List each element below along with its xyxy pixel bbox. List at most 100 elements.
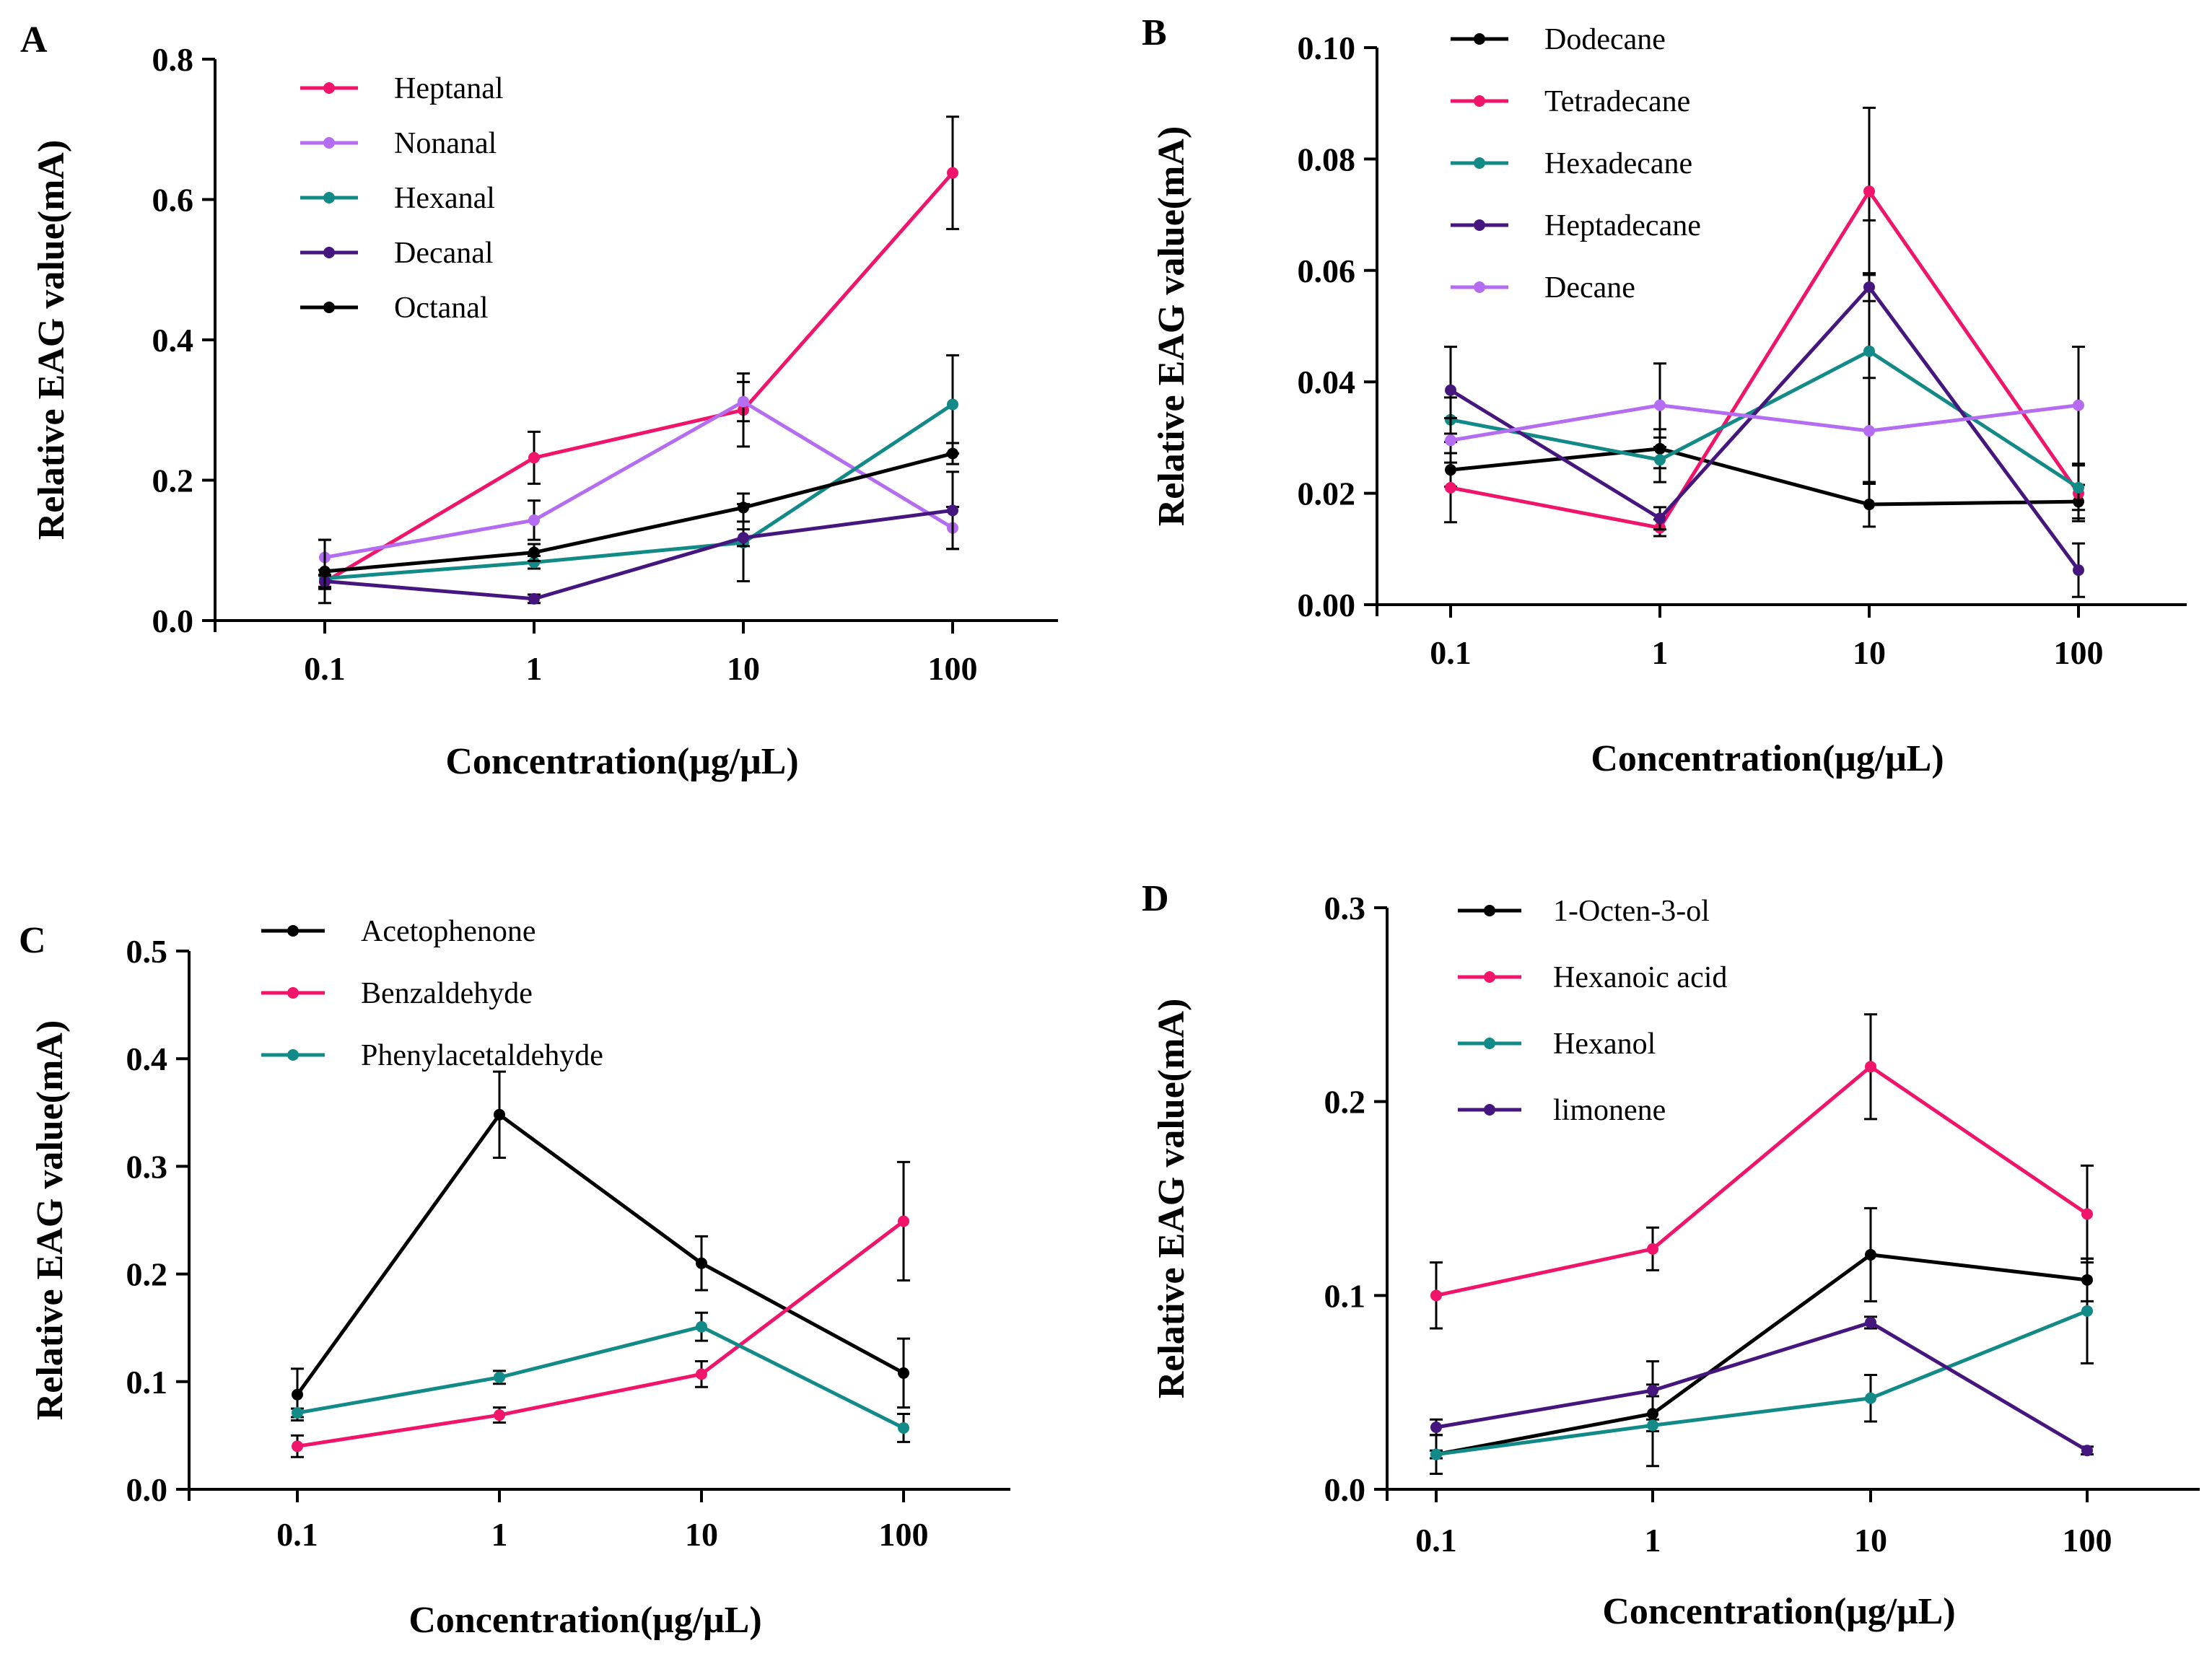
data-point: [528, 546, 540, 558]
series-line: [1435, 1320, 2089, 1453]
series-line: [1435, 1253, 2088, 1457]
legend-marker: [323, 302, 335, 313]
series-line: [1450, 403, 2079, 442]
y-tick-label: 0.4: [126, 1041, 168, 1077]
x-tick-label: 10: [1853, 634, 1886, 671]
data-point: [292, 1440, 303, 1453]
legend: 1-Octen-3-ol Hexanoic acid Hexanol limonene: [1458, 895, 1727, 1127]
x-tick-label: 0.1: [1430, 634, 1472, 671]
legend-label: Acetophenone: [361, 915, 536, 948]
y-tick-label: 0.0: [152, 603, 194, 639]
data-point: [947, 504, 958, 517]
data-point: [2081, 1445, 2093, 1457]
data-point: [738, 532, 749, 544]
panel-letter: D: [1142, 878, 1169, 919]
panel-letter: A: [20, 19, 48, 61]
series-line: [297, 1219, 905, 1448]
y-tick-label: 0.2: [1324, 1084, 1366, 1121]
series-tetradecane: [1444, 106, 2085, 538]
series-limonene: [1430, 1315, 2094, 1457]
legend: Heptanal Nonanal Hexanal Decanal Octanal: [300, 72, 504, 325]
series-line: [324, 452, 953, 574]
data-point: [528, 514, 540, 526]
data-point: [1445, 384, 1456, 396]
legend-item: Hexanol: [1458, 1028, 1656, 1061]
series-octanal: [318, 442, 959, 605]
y-axis-title: Relative EAG value(mA): [30, 1020, 71, 1421]
data-point: [1863, 281, 1875, 293]
series-acetophenone: [291, 1070, 910, 1422]
data-point: [1863, 499, 1875, 511]
legend-label: Phenylacetaldehyde: [361, 1039, 603, 1072]
data-point: [898, 1215, 909, 1227]
series-line: [1450, 189, 2081, 530]
data-point: [1430, 1289, 1442, 1302]
legend-marker: [287, 987, 299, 999]
y-tick-label: 0.0: [126, 1471, 168, 1508]
series-phenylacetaldehyde: [291, 1311, 910, 1443]
legend-label: Decane: [1544, 271, 1635, 305]
series-heptadecane: [1444, 272, 2085, 598]
data-point: [494, 1108, 505, 1121]
y-tick-label: 0.6: [152, 182, 194, 219]
legend-marker: [323, 137, 335, 149]
x-tick-label: 1: [491, 1516, 508, 1553]
data-point: [1430, 1448, 1442, 1460]
series-hexanal: [318, 354, 959, 588]
legend-marker: [1474, 281, 1485, 293]
data-point: [947, 447, 958, 460]
series-hexanol: [1430, 1257, 2094, 1460]
y-tick-label: 0.1: [126, 1364, 168, 1401]
data-point: [494, 1371, 505, 1383]
panel-b: B 0.00 0.02 0.04 0.06 0.08 0.10 0.1 1 10 100 Concen…: [1142, 12, 2187, 779]
data-point: [2073, 399, 2084, 411]
y-axis-title: Relative EAG value(mA): [31, 140, 72, 540]
data-point: [1654, 454, 1666, 466]
x-tick-label: 100: [2063, 1522, 2112, 1559]
data-point: [292, 1388, 303, 1401]
legend-marker: [1484, 971, 1495, 983]
y-tick-label: 0.2: [126, 1256, 168, 1293]
legend-item: Acetophenone: [261, 915, 536, 948]
y-tick-label: 0.1: [1324, 1277, 1366, 1314]
legend-marker: [1484, 1104, 1495, 1116]
legend-item: limonene: [1458, 1094, 1666, 1127]
data-point: [1647, 1419, 1658, 1432]
data-point: [1430, 1421, 1442, 1434]
data-point: [1445, 481, 1456, 494]
legend-label: Heptanal: [394, 72, 504, 105]
legend-marker: [323, 247, 335, 258]
legend-marker: [287, 1049, 299, 1061]
legend-item: Tetradecane: [1451, 85, 1690, 118]
y-tick-label: 0.3: [1324, 890, 1366, 926]
legend-item: Benzaldehyde: [261, 977, 533, 1010]
panel-d: D 0.0 0.1 0.2 0.3 0.1 1 10 100 Concentration(μg/μ…: [1142, 878, 2200, 1632]
legend-label: Nonanal: [394, 127, 497, 160]
legend-item: Nonanal: [300, 127, 497, 160]
data-point: [696, 1320, 707, 1333]
y-tick-label: 0.00: [1298, 587, 1356, 623]
series-line: [1449, 285, 2081, 571]
legend-item: Heptadecane: [1451, 209, 1701, 242]
data-point: [738, 501, 749, 514]
x-tick-label: 10: [1854, 1522, 1887, 1559]
series-line: [323, 171, 954, 584]
panel-letter: B: [1142, 12, 1167, 53]
data-point: [1654, 399, 1666, 411]
y-tick-label: 0.10: [1298, 30, 1356, 66]
data-point: [696, 1257, 707, 1269]
x-axis-title: Concentration(μg/μL): [445, 741, 798, 782]
data-point: [292, 1407, 303, 1419]
data-point: [1647, 1408, 1658, 1420]
legend-item: Hexanal: [300, 182, 495, 215]
legend-item: Hexadecane: [1451, 147, 1692, 180]
legend-marker: [287, 925, 299, 937]
legend-item: Dodecane: [1451, 23, 1666, 56]
y-tick-label: 0.0: [1324, 1471, 1366, 1508]
legend-item: 1-Octen-3-ol: [1458, 895, 1710, 928]
data-point: [898, 1421, 909, 1434]
data-point: [898, 1367, 909, 1379]
y-tick-label: 0.3: [126, 1148, 168, 1185]
legend-item: Decane: [1451, 271, 1635, 305]
